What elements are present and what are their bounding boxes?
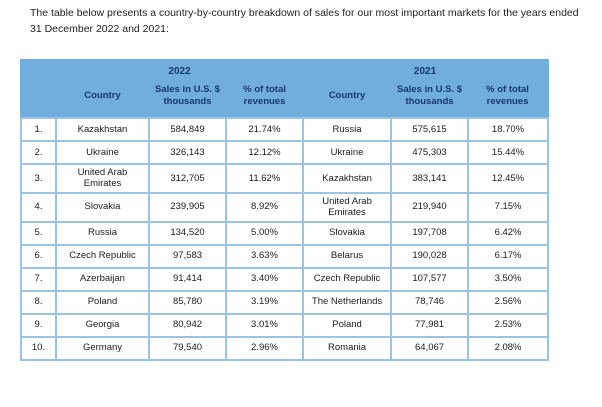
year-header-row: 2022 2021 [21, 60, 549, 80]
country-2021-cell: The Netherlands [302, 289, 393, 315]
year-2021-header: 2021 [303, 60, 549, 80]
rank-cell: 10. [20, 335, 57, 361]
sales-2021-cell: 197,708 [390, 220, 470, 246]
country-2021-cell: Ukraine [302, 140, 393, 165]
country-2021-cell: United Arab Emirates [302, 191, 393, 223]
corner-cell [21, 80, 56, 118]
rank-cell: 7. [20, 266, 57, 292]
country-2021-cell: Romania [302, 335, 393, 361]
corner-cell [21, 60, 56, 80]
sales-2022-cell: 584,849 [148, 117, 227, 142]
pct-2022-cell: 3.63% [224, 243, 305, 269]
pct-2021-cell: 7.15% [467, 191, 550, 223]
pct-2021-cell: 2.53% [467, 312, 550, 338]
country-header-2022: Country [56, 80, 149, 118]
sales-2021-cell: 383,141 [390, 163, 470, 194]
sales-2021-cell: 77,981 [390, 312, 470, 338]
country-2021-cell: Czech Republic [302, 266, 393, 292]
pct-2022-cell: 3.40% [224, 266, 305, 292]
country-2022-cell: Kazakhstan [55, 117, 150, 142]
rank-cell: 6. [20, 243, 57, 269]
pct-2022-cell: 5.00% [224, 220, 305, 246]
pct-2022-cell: 3.19% [224, 289, 305, 315]
country-2022-cell: Czech Republic [55, 243, 150, 269]
sales-2022-cell: 134,520 [148, 220, 227, 246]
sales-2022-cell: 312,705 [148, 163, 227, 194]
pct-2021-cell: 18.70% [467, 117, 550, 142]
table-row: 4. Slovakia 239,905 8.92% United Arab Em… [20, 191, 550, 223]
pct-2021-cell: 2.08% [467, 335, 550, 361]
sales-2021-cell: 475,303 [390, 140, 470, 165]
rank-cell: 9. [20, 312, 57, 338]
sales-2022-cell: 85,780 [148, 289, 227, 315]
country-2021-cell: Slovakia [302, 220, 393, 246]
sales-2021-cell: 107,577 [390, 266, 470, 292]
sales-header-2021: Sales in U.S. $ thousands [391, 80, 469, 118]
sales-2021-cell: 78,746 [390, 289, 470, 315]
pct-2021-cell: 12.45% [467, 163, 550, 194]
pct-2021-cell: 6.17% [467, 243, 550, 269]
table-row: 5. Russia 134,520 5.00% Slovakia 197,708… [20, 220, 550, 246]
pct-2022-cell: 3.01% [224, 312, 305, 338]
table-row: 1. Kazakhstan 584,849 21.74% Russia 575,… [20, 117, 550, 142]
rank-cell: 1. [20, 117, 57, 142]
country-2022-cell: Georgia [55, 312, 150, 338]
rank-cell: 4. [20, 191, 57, 223]
pct-2022-cell: 12.12% [224, 140, 305, 165]
country-2022-cell: Poland [55, 289, 150, 315]
pct-2022-cell: 11.62% [224, 163, 305, 194]
table-row: 7. Azerbaijan 91,414 3.40% Czech Republi… [20, 266, 550, 292]
table-row: 3. United Arab Emirates 312,705 11.62% K… [20, 163, 550, 194]
pct-2021-cell: 2.56% [467, 289, 550, 315]
year-2022-header: 2022 [56, 60, 304, 80]
pct-2022-cell: 21.74% [224, 117, 305, 142]
country-2022-cell: United Arab Emirates [55, 163, 150, 194]
sales-by-country-table: 2022 2021 Country Sales in U.S. $ thousa… [20, 59, 550, 361]
column-header-row: Country Sales in U.S. $ thousands % of t… [21, 80, 549, 118]
table-row: 8. Poland 85,780 3.19% The Netherlands 7… [20, 289, 550, 315]
rank-cell: 3. [20, 163, 57, 194]
sales-2022-cell: 80,942 [148, 312, 227, 338]
country-2022-cell: Azerbaijan [55, 266, 150, 292]
pct-header-2021: % of total revenues [468, 80, 549, 118]
rank-cell: 2. [20, 140, 57, 165]
country-2021-cell: Poland [302, 312, 393, 338]
table-row: 9. Georgia 80,942 3.01% Poland 77,981 2.… [20, 312, 550, 338]
sales-2022-cell: 97,583 [148, 243, 227, 269]
pct-2021-cell: 3.50% [467, 266, 550, 292]
country-2022-cell: Slovakia [55, 191, 150, 223]
sales-2021-cell: 64,067 [390, 335, 470, 361]
table-row: 2. Ukraine 326,143 12.12% Ukraine 475,30… [20, 140, 550, 165]
sales-2021-cell: 219,940 [390, 191, 470, 223]
sales-header-2022: Sales in U.S. $ thousands [149, 80, 226, 118]
pct-2022-cell: 8.92% [224, 191, 305, 223]
country-2021-cell: Kazakhstan [302, 163, 393, 194]
country-2022-cell: Ukraine [55, 140, 150, 165]
country-2022-cell: Russia [55, 220, 150, 246]
table-row: 6. Czech Republic 97,583 3.63% Belarus 1… [20, 243, 550, 269]
intro-text: The table below presents a country-by-co… [30, 7, 579, 35]
rank-cell: 8. [20, 289, 57, 315]
sales-2022-cell: 91,414 [148, 266, 227, 292]
sales-2022-cell: 239,905 [148, 191, 227, 223]
pct-header-2022: % of total revenues [226, 80, 304, 118]
pct-2021-cell: 15.44% [467, 140, 550, 165]
sales-2022-cell: 326,143 [148, 140, 227, 165]
sales-2022-cell: 79,540 [148, 335, 227, 361]
country-2021-cell: Belarus [302, 243, 393, 269]
rank-cell: 5. [20, 220, 57, 246]
sales-2021-cell: 190,028 [390, 243, 470, 269]
pct-2021-cell: 6.42% [467, 220, 550, 246]
country-2021-cell: Russia [302, 117, 393, 142]
country-2022-cell: Germany [55, 335, 150, 361]
table-row: 10. Germany 79,540 2.96% Romania 64,067 … [20, 335, 550, 361]
country-header-2021: Country [303, 80, 392, 118]
sales-2021-cell: 575,615 [390, 117, 470, 142]
pct-2022-cell: 2.96% [224, 335, 305, 361]
